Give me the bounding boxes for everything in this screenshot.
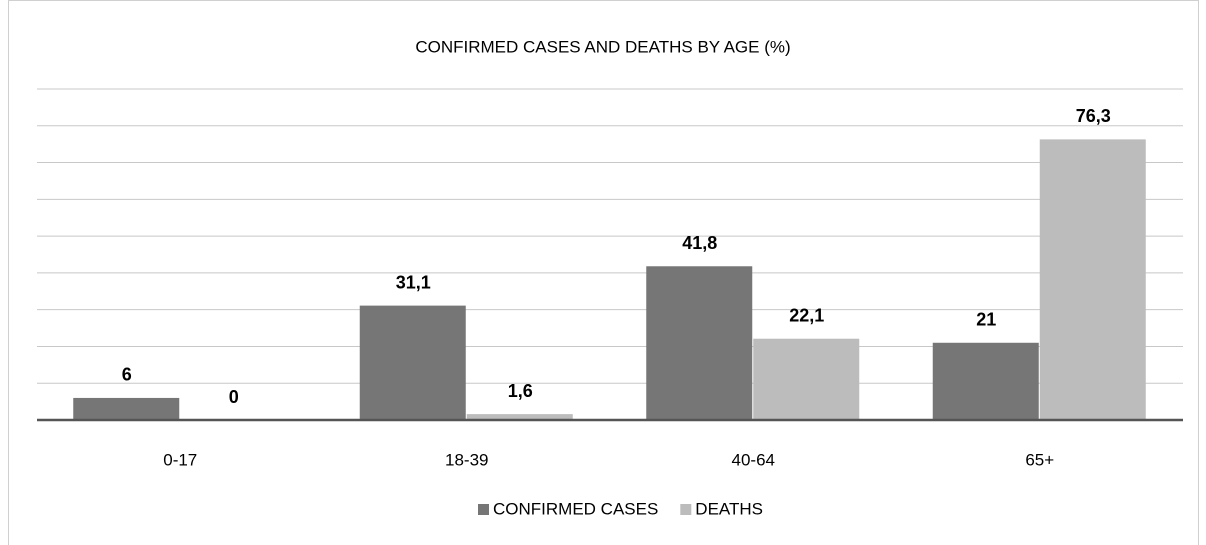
bar [466, 414, 573, 420]
legend-swatch [478, 504, 489, 515]
x-tick-label: 18-39 [445, 450, 488, 469]
legend-label: CONFIRMED CASES [493, 499, 658, 518]
bar [932, 342, 1039, 420]
data-label: 21 [976, 310, 996, 330]
x-tick-label: 0-17 [163, 450, 197, 469]
bar [359, 305, 466, 420]
bar [1039, 139, 1146, 420]
data-label: 41,8 [682, 233, 717, 253]
legend-swatch [680, 504, 692, 515]
data-label: 31,1 [396, 272, 431, 292]
data-label: 1,6 [508, 381, 533, 401]
data-label: 22,1 [789, 305, 824, 325]
data-label: 76,3 [1076, 106, 1111, 126]
x-tick-label: 65+ [1025, 450, 1054, 469]
data-label: 0 [229, 387, 239, 407]
chart-title: CONFIRMED CASES AND DEATHS BY AGE (%) [415, 37, 790, 56]
data-label: 6 [122, 365, 132, 385]
bar [73, 397, 180, 420]
bar [646, 266, 753, 420]
x-tick-label: 40-64 [732, 450, 775, 469]
bar [753, 338, 860, 420]
legend-label: DEATHS [695, 499, 763, 518]
